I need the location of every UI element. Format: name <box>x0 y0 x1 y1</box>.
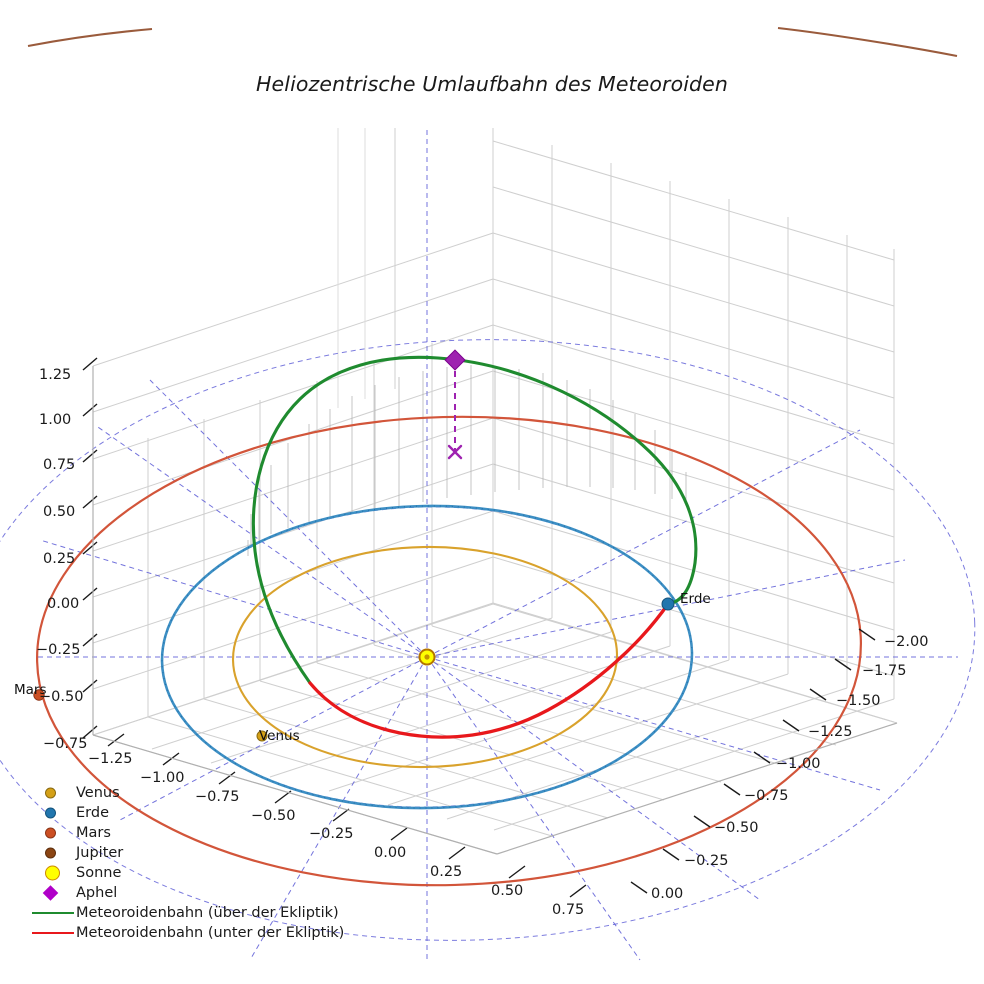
y-tick-label-2: −1.50 <box>836 693 881 709</box>
diamond-marker-icon <box>42 885 59 901</box>
pane-right-vertical-lines <box>492 128 895 699</box>
venus-label: Venus <box>259 728 300 744</box>
earth-orbit <box>160 504 694 810</box>
pane-left-horizontal-lines <box>92 232 494 736</box>
legend-item-label: Sonne <box>76 865 122 881</box>
z-tick-label-5: 0.00 <box>47 596 80 612</box>
z-tick-label-8: −0.75 <box>43 736 88 752</box>
legend-item-meteoroidenbahn[interactable]: Meteoroidenbahn (über der Ekliptik) <box>28 903 339 923</box>
x-tick-label-2: −0.75 <box>195 789 240 805</box>
sonne-marker <box>418 648 436 666</box>
pane-left-upper-verticals <box>337 128 366 408</box>
legend-marker-dot-icon <box>28 823 76 843</box>
x-tick-label-1: −1.00 <box>140 770 185 786</box>
legend-item-mars[interactable]: Mars <box>28 823 328 843</box>
circle-marker-icon <box>45 847 56 859</box>
mars-orbit <box>35 415 863 887</box>
legend-item-aphel[interactable]: Aphel <box>28 883 328 903</box>
y-tick-label-1: −1.75 <box>862 663 907 679</box>
legend-item-jupiter[interactable]: Jupiter <box>28 843 328 863</box>
pane-floor-lines <box>92 603 898 855</box>
jupiter-orbit <box>27 26 958 58</box>
x-tick-label-8: 0.75 <box>552 902 585 918</box>
axes-pane-grid <box>92 128 898 855</box>
y-tick-label-0: −2.00 <box>884 634 929 650</box>
legend-marker-diamond-icon <box>28 883 76 903</box>
x-tick-label-6: 0.25 <box>430 864 463 880</box>
circle-marker-icon <box>45 827 56 839</box>
legend: Venus Erde Mars Jupiter Sonne Aphel Meteoroide… <box>28 783 344 943</box>
x-tick-label-7: 0.50 <box>491 883 524 899</box>
legend-marker-line-icon <box>28 923 76 943</box>
legend-marker-dot-icon <box>28 843 76 863</box>
meteoroid-orbit-above-ecliptic <box>251 355 698 685</box>
legend-marker-dot-icon <box>28 783 76 803</box>
x-tick-label-4: −0.25 <box>309 826 354 842</box>
legend-item-venus[interactable]: Venus <box>28 783 328 803</box>
venus-orbit <box>231 545 619 769</box>
line-sample-icon <box>32 932 74 934</box>
axis-spines <box>92 366 898 855</box>
venus-marker <box>256 730 268 742</box>
legend-item-label: Mars <box>76 825 111 841</box>
y-tick-label-5: −0.75 <box>744 788 789 804</box>
aphel-marker <box>444 349 466 371</box>
z-tick-label-3: 0.50 <box>43 504 76 520</box>
erde-marker <box>661 597 675 611</box>
x-tick-label-3: −0.50 <box>251 808 296 824</box>
legend-item-sonne[interactable]: Sonne <box>28 863 328 883</box>
z-tick-label-4: 0.25 <box>43 551 76 567</box>
y-tick-label-7: −0.25 <box>684 853 729 869</box>
erde-label: Erde <box>680 591 711 607</box>
y-tick-label-3: −1.25 <box>808 724 853 740</box>
axis-tick-marks <box>82 357 876 898</box>
legend-item-label: Meteoroidenbahn (über der Ekliptik) <box>76 905 339 921</box>
meteoroid-orbit-below-ecliptic <box>308 602 670 739</box>
z-tick-label-1: 1.00 <box>39 412 72 428</box>
page-title: Heliozentrische Umlaufbahn des Meteoroid… <box>256 72 728 96</box>
z-tick-label-2: 0.75 <box>43 457 76 473</box>
legend-item-label: Venus <box>76 785 120 801</box>
x-tick-label-5: 0.00 <box>374 845 407 861</box>
pane-right-horizontal-lines <box>492 140 895 723</box>
y-tick-label-6: −0.50 <box>714 820 759 836</box>
z-tick-label-7: −0.50 <box>39 689 84 705</box>
legend-item-erde[interactable]: Erde <box>28 803 328 823</box>
mars-marker <box>33 689 45 701</box>
aphel-projection-x-marker <box>447 444 463 460</box>
meteoroid-drop-lines <box>247 365 687 556</box>
x-tick-label-0: −1.25 <box>88 751 133 767</box>
legend-item-label: Aphel <box>76 885 118 901</box>
legend-marker-line-icon <box>28 903 76 923</box>
circle-marker-icon <box>45 807 56 819</box>
circle-marker-icon <box>45 787 56 799</box>
legend-item-label: Meteoroidenbahn (unter der Ekliptik) <box>76 925 345 941</box>
line-sample-icon <box>32 912 74 914</box>
legend-item-label: Erde <box>76 805 109 821</box>
z-tick-label-0: 1.25 <box>39 367 72 383</box>
mars-label: Mars <box>14 682 47 698</box>
y-tick-label-4: −1.00 <box>776 756 821 772</box>
circle-marker-icon <box>45 865 60 881</box>
legend-marker-dot-icon <box>28 863 76 883</box>
legend-marker-dot-icon <box>28 803 76 823</box>
legend-item-label: Jupiter <box>76 845 124 861</box>
z-tick-label-6: −0.25 <box>36 642 81 658</box>
legend-item-meteoroidenbahn[interactable]: Meteoroidenbahn (unter der Ekliptik) <box>28 923 344 943</box>
y-tick-label-8: 0.00 <box>651 886 684 902</box>
